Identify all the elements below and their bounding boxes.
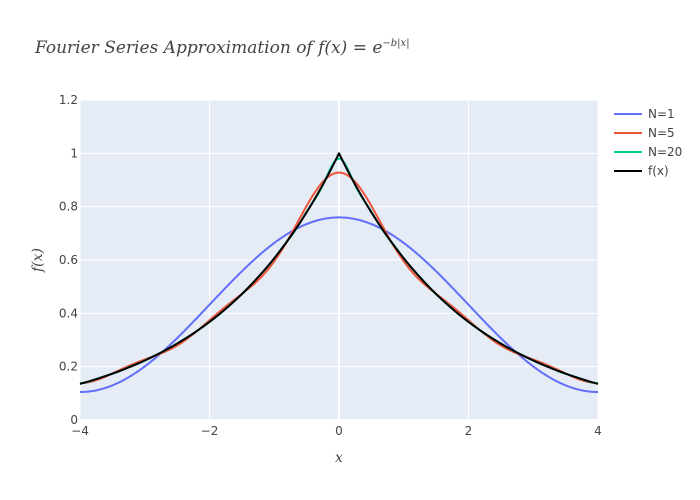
legend-label: f(x) — [648, 164, 669, 178]
y-tick-label: 0.8 — [59, 200, 78, 214]
legend-label: N=5 — [648, 126, 675, 140]
y-tick-label: 1.2 — [59, 93, 78, 107]
legend-item[interactable]: N=5 — [614, 126, 675, 140]
x-tick-labels: −4 −2 0 2 4 — [71, 424, 602, 438]
series-line-n-1 — [79, 216, 599, 394]
x-tick-label: −4 — [71, 424, 89, 438]
x-axis-title: x — [335, 450, 343, 466]
series-line-n-5 — [79, 171, 599, 384]
y-tick-label: 0.2 — [59, 360, 78, 374]
legend-item[interactable]: N=20 — [614, 145, 682, 159]
legend-label: N=1 — [648, 107, 675, 121]
legend-item[interactable]: N=1 — [614, 107, 675, 121]
y-tick-label: 0.4 — [59, 306, 78, 320]
x-tick-label: 4 — [594, 424, 602, 438]
series-lines — [79, 152, 599, 394]
legend-label: N=20 — [648, 145, 682, 159]
x-tick-label: 2 — [465, 424, 473, 438]
chart-title: Fourier Series Approximation of f(x) = e… — [34, 38, 410, 58]
x-tick-label: 0 — [335, 424, 343, 438]
legend-item[interactable]: f(x) — [614, 164, 669, 178]
y-tick-label: 0 — [70, 413, 78, 427]
y-tick-label: 1 — [70, 146, 78, 160]
y-tick-labels: 0 0.2 0.4 0.6 0.8 1 1.2 — [59, 93, 78, 427]
x-tick-label: −2 — [201, 424, 219, 438]
legend[interactable]: N=1 N=5 N=20 f(x) — [614, 107, 682, 178]
y-tick-label: 0.6 — [59, 253, 78, 267]
series-line-f-x- — [79, 152, 599, 385]
y-axis-title: f(x) — [30, 248, 46, 273]
